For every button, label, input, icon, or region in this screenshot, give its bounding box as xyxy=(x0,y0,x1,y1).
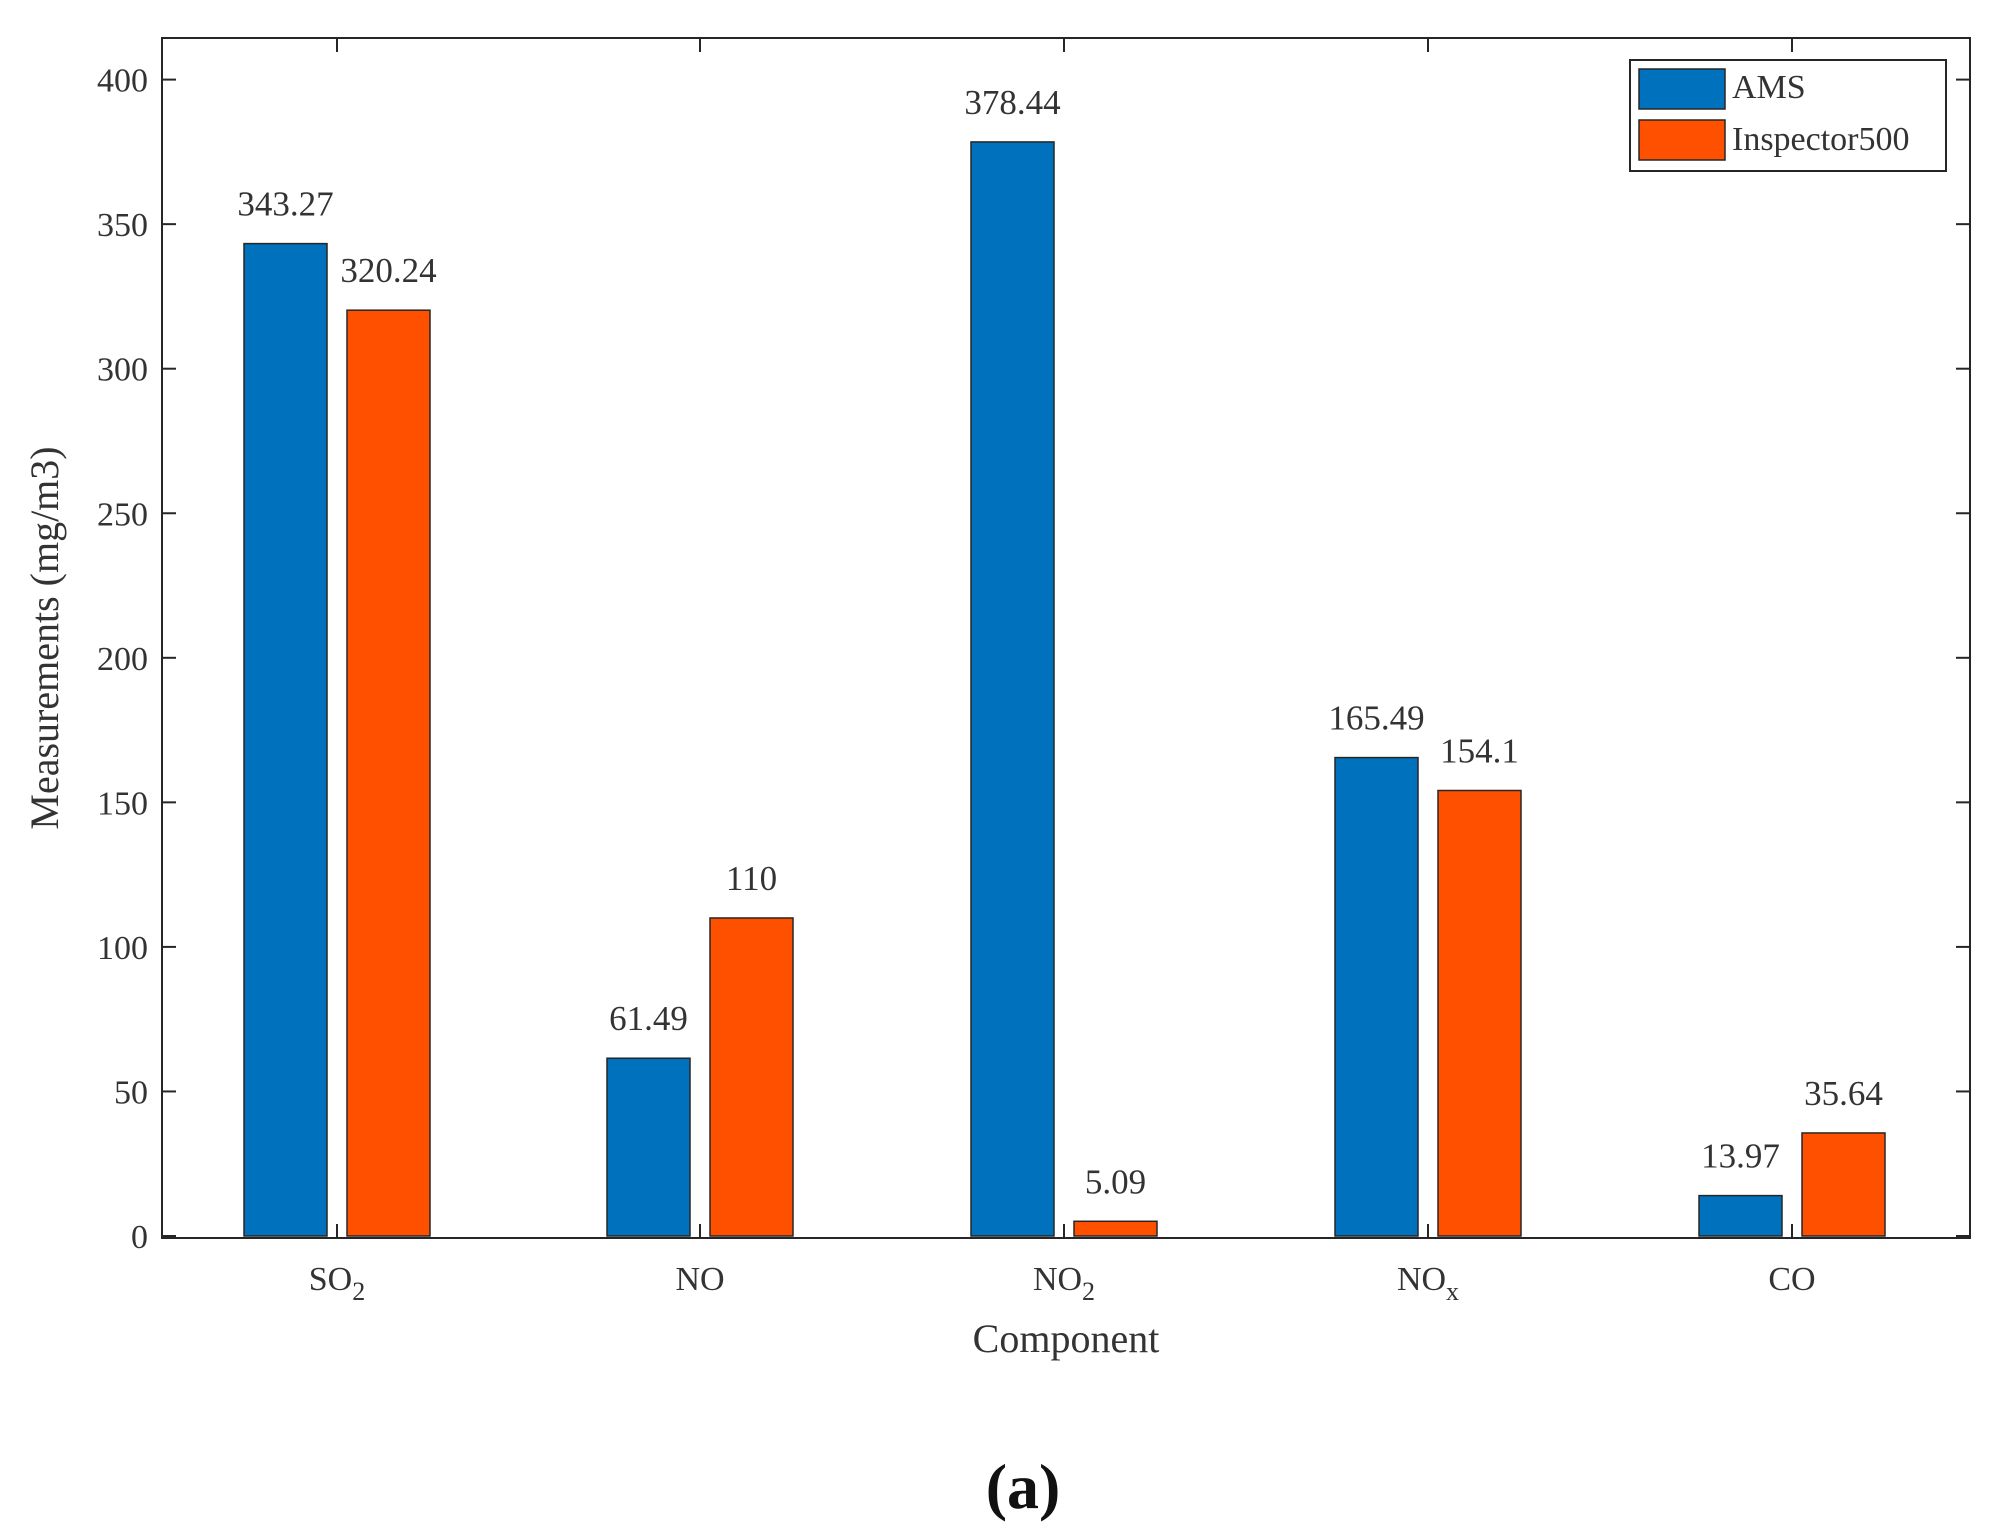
bar-inspector500-no xyxy=(709,917,794,1237)
bar-inspector500-co xyxy=(1801,1132,1886,1237)
bar-inspector500-so2 xyxy=(346,309,431,1237)
bars xyxy=(243,141,1886,1237)
bar-value-label: 5.09 xyxy=(1085,1162,1146,1201)
y-tick-label: 200 xyxy=(97,641,148,678)
y-axis-ticks: 0 50 100 150 200 250 300 350 400 xyxy=(97,63,1970,1256)
y-tick-label: 100 xyxy=(97,930,148,967)
bar-value-label: 35.64 xyxy=(1804,1074,1883,1113)
bar-ams-co xyxy=(1698,1194,1783,1237)
bar-inspector500-no2 xyxy=(1073,1220,1158,1237)
bar-ams-no2 xyxy=(970,141,1055,1237)
y-tick-label: 150 xyxy=(97,785,148,822)
y-axis-title: Measurements (mg/m3) xyxy=(22,446,67,829)
legend-label-inspector500: Inspector500 xyxy=(1732,121,1910,158)
y-tick-label: 0 xyxy=(131,1219,148,1256)
y-tick-label: 300 xyxy=(97,352,148,389)
panel-label: (a) xyxy=(986,1451,1061,1522)
bar-value-label: 343.27 xyxy=(237,185,333,224)
bar-value-label: 110 xyxy=(726,859,777,898)
x-tick-label: NO2 xyxy=(1033,1261,1095,1306)
bar-ams-no xyxy=(606,1057,691,1237)
y-tick-label: 350 xyxy=(97,207,148,244)
x-tick-label: NO xyxy=(675,1261,724,1298)
legend-swatch-ams xyxy=(1638,68,1726,110)
y-tick-label: 250 xyxy=(97,496,148,533)
legend: AMS Inspector500 xyxy=(1629,59,1947,172)
legend-label-ams: AMS xyxy=(1732,69,1806,106)
bar-value-label: 13.97 xyxy=(1701,1137,1780,1176)
bar-value-label: 154.1 xyxy=(1440,731,1519,770)
x-axis-ticks: SO2 NO NO2 NOx CO xyxy=(309,38,1816,1306)
x-tick-label: SO2 xyxy=(309,1261,365,1306)
bar-ams-nox xyxy=(1334,756,1419,1237)
bar-value-label: 320.24 xyxy=(340,251,436,290)
bar-value-labels: 343.27 61.49 378.44 165.49 13.97 320.24 110 5.0… xyxy=(237,83,1883,1201)
bar-value-label: 378.44 xyxy=(964,83,1060,122)
y-tick-label: 400 xyxy=(97,63,148,100)
x-axis-title: Component xyxy=(973,1316,1160,1361)
x-tick-label: NOx xyxy=(1397,1261,1459,1306)
legend-swatch-inspector500 xyxy=(1638,119,1726,161)
bar-inspector500-nox xyxy=(1437,789,1522,1237)
plot-area xyxy=(161,37,1971,1239)
y-tick-label: 50 xyxy=(114,1074,148,1111)
x-tick-label: CO xyxy=(1768,1261,1815,1298)
bar-value-label: 61.49 xyxy=(609,999,688,1038)
bar-value-label: 165.49 xyxy=(1328,699,1424,738)
bar-ams-so2 xyxy=(243,242,328,1237)
